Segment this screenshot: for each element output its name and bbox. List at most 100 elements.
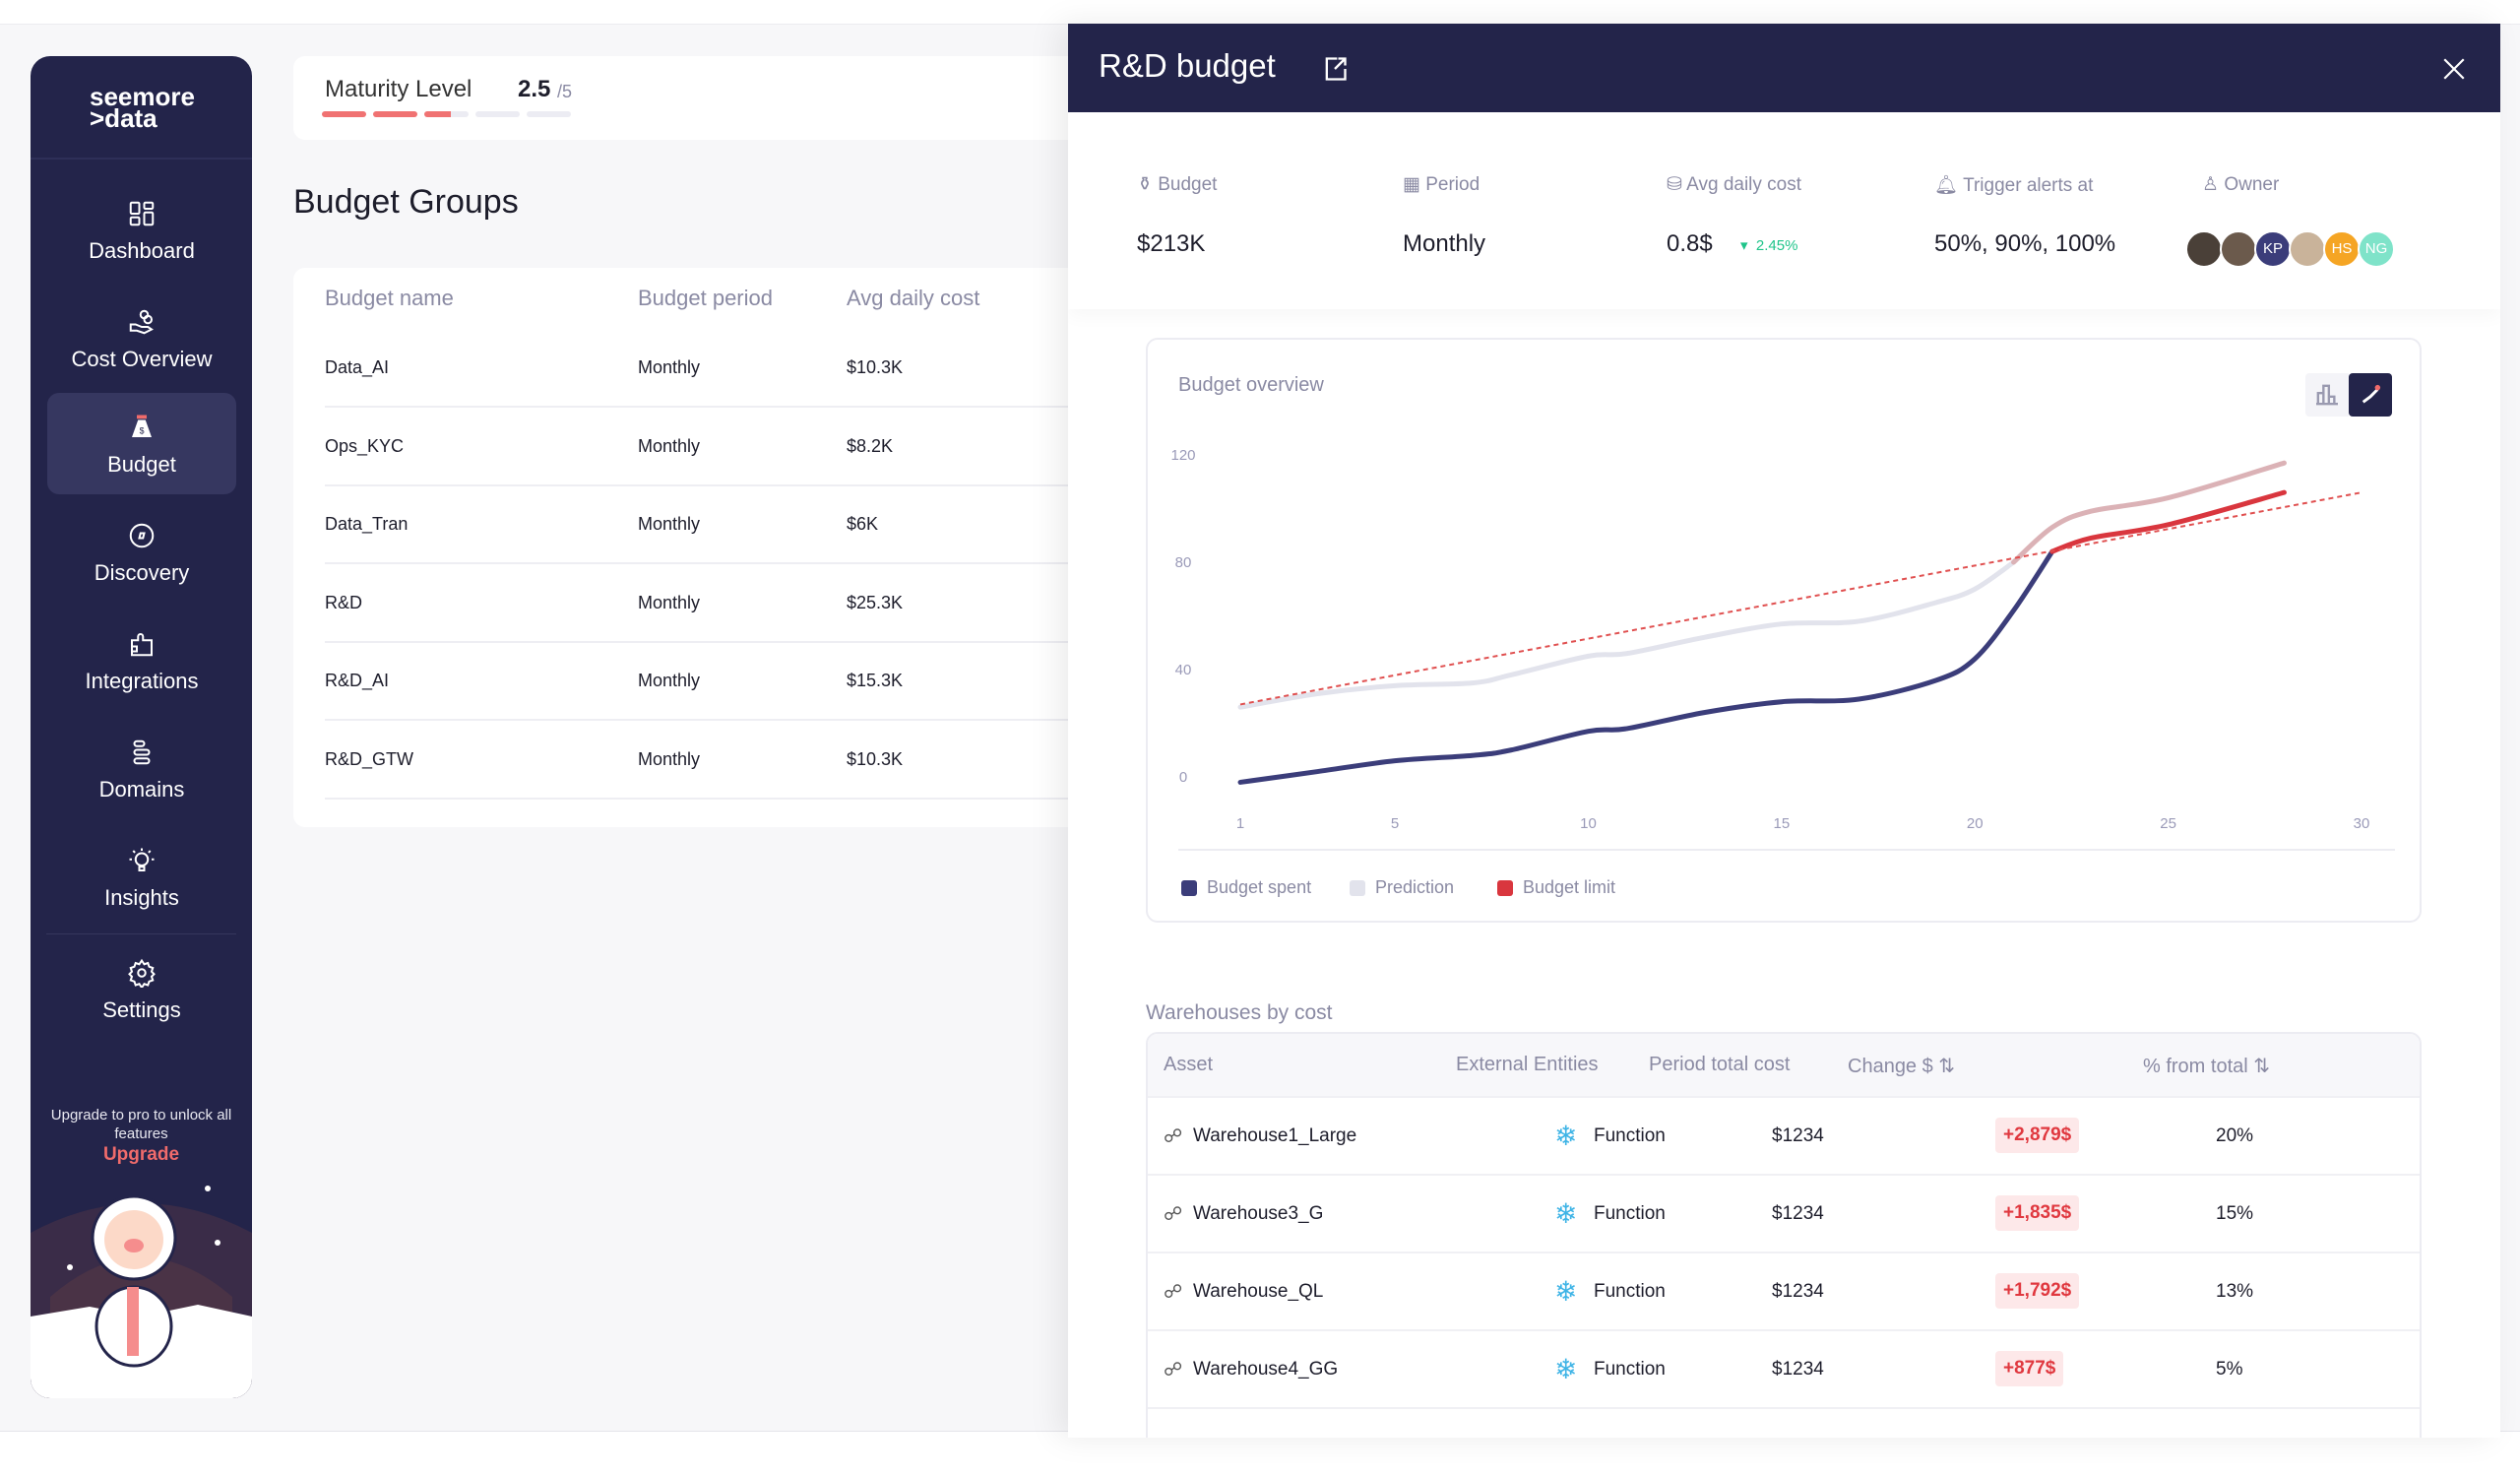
table-row[interactable]: ☍ Warehouse3_G ❄ Function $1234 +1,835$ …: [1148, 1174, 2420, 1252]
percent-from-total: 5%: [2216, 1359, 2243, 1380]
budget-period-cell: Monthly: [638, 592, 701, 612]
x-tick-label: 20: [1967, 815, 1984, 832]
prediction-line: [1237, 559, 2017, 710]
owner-avatar[interactable]: [2289, 230, 2326, 268]
money-bag-icon: $: [132, 415, 152, 437]
column-header-budget-name[interactable]: Budget name: [325, 286, 454, 310]
table-row[interactable]: ☍ Warehouse4_GG ❄ Function $1234 +877$ 5…: [1148, 1329, 2420, 1407]
row-divider: [325, 797, 1068, 800]
sidebar-item-label: Domains: [98, 777, 185, 802]
bar-chart-toggle[interactable]: [2305, 373, 2349, 417]
column-header-external-entities[interactable]: External Entities: [1456, 1054, 1599, 1075]
line-chart-icon: [2362, 384, 2381, 404]
column-header-budget-period[interactable]: Budget period: [638, 286, 773, 310]
y-tick-label: 80: [1175, 554, 1192, 571]
table-row[interactable]: ☍ Warehouse1_Large ❄ Function $1234 +2,8…: [1148, 1096, 2420, 1174]
legend-swatch-prediction: [1350, 880, 1365, 896]
column-header-asset[interactable]: Asset: [1164, 1054, 1214, 1075]
avg-change: ▾ 2.45%: [1740, 237, 1798, 254]
close-icon[interactable]: [2441, 56, 2467, 82]
gear-icon: [128, 958, 156, 988]
maturity-card: Maturity Level 2.5 /5: [293, 56, 1081, 140]
period-total-cost: $1234: [1772, 1203, 1824, 1224]
owner-avatar[interactable]: NG: [2358, 230, 2395, 268]
table-row[interactable]: ☍ Warehouse_QL ❄ Function $1234 +1,792$ …: [1148, 1252, 2420, 1329]
sidebar-item-settings[interactable]: Settings: [47, 938, 236, 1040]
snowflake-icon: ❄: [1554, 1276, 1578, 1307]
period-total-cost: $1234: [1772, 1125, 1824, 1146]
y-tick-label: 0: [1179, 769, 1187, 786]
compass-icon: [129, 523, 155, 548]
puzzle-icon: [131, 633, 153, 657]
sidebar-item-budget[interactable]: $ Budget: [47, 393, 236, 494]
y-tick-label: 120: [1170, 447, 1195, 464]
maturity-segment-empty: [475, 111, 520, 117]
sidebar-item-label: Budget: [107, 452, 176, 477]
asset-name[interactable]: Warehouse1_Large: [1193, 1125, 1357, 1146]
budget-period-cell: Monthly: [638, 514, 701, 534]
logo[interactable]: seemore >data: [31, 56, 252, 160]
link-icon: ☍: [1164, 1360, 1183, 1381]
avg-daily-cost-cell: $6K: [847, 514, 879, 534]
period-label: Period: [1425, 174, 1480, 195]
budget-name-cell[interactable]: R&D_AI: [325, 671, 390, 690]
budget-period-cell: Monthly: [638, 671, 701, 690]
owner-avatar[interactable]: HS: [2323, 230, 2361, 268]
sidebar-item-integrations[interactable]: Integrations: [47, 610, 236, 711]
column-header-period-total-cost[interactable]: Period total cost: [1649, 1054, 1791, 1075]
budget-name-cell[interactable]: Data_AI: [325, 357, 390, 377]
avg-daily-cost-cell: $10.3K: [847, 357, 904, 377]
percent-from-total: 15%: [2216, 1203, 2254, 1224]
asset-name[interactable]: Warehouse3_G: [1193, 1203, 1324, 1224]
sidebar-item-domains[interactable]: Domains: [47, 718, 236, 819]
legend-budget-limit[interactable]: Budget limit: [1523, 877, 1616, 897]
avg-daily-cost-cell: $25.3K: [847, 592, 904, 612]
sidebar: seemore >data Dashboard Cost Overview $ Bu…: [31, 56, 252, 1398]
asset-name[interactable]: Warehouse4_GG: [1193, 1359, 1339, 1380]
budget-label: Budget: [1158, 174, 1218, 195]
sidebar-item-cost-overview[interactable]: Cost Overview: [47, 288, 236, 389]
owner-label-text: Owner: [2224, 174, 2280, 195]
budget-stat-value: $213K: [1137, 230, 1206, 257]
owner-avatar[interactable]: KP: [2254, 230, 2292, 268]
sidebar-item-dashboard[interactable]: Dashboard: [47, 179, 236, 281]
warehouses-title: Warehouses by cost: [1146, 1001, 1333, 1024]
sidebar-item-label: Cost Overview: [71, 347, 213, 371]
sidebar-item-insights[interactable]: Insights: [47, 826, 236, 928]
percent-from-total: 20%: [2216, 1125, 2254, 1146]
legend-budget-spent[interactable]: Budget spent: [1207, 877, 1312, 897]
column-header-avg-daily-cost[interactable]: Avg daily cost: [847, 286, 980, 310]
lightbulb-icon: [129, 848, 155, 871]
owner-avatar[interactable]: [2220, 230, 2257, 268]
row-divider: [325, 640, 1068, 643]
budget-name-cell[interactable]: R&D: [325, 592, 363, 612]
column-header-change[interactable]: Change $ ⇅: [1848, 1056, 1956, 1077]
legend-prediction[interactable]: Prediction: [1375, 877, 1455, 897]
budget-name-cell[interactable]: R&D_GTW: [325, 748, 413, 769]
x-tick-label: 30: [2354, 815, 2370, 832]
budget-name-cell[interactable]: Ops_KYC: [325, 435, 405, 456]
layers-icon: [133, 739, 151, 765]
x-tick-label: 25: [2160, 815, 2176, 832]
upgrade-link[interactable]: Upgrade: [102, 1144, 180, 1165]
table-header: [1148, 1034, 2420, 1096]
owner-avatar[interactable]: [2185, 230, 2223, 268]
row-divider: [325, 719, 1068, 721]
line-chart-toggle[interactable]: [2349, 373, 2392, 417]
sidebar-item-discovery[interactable]: Discovery: [47, 501, 236, 603]
owner-label: ♙ Owner: [2202, 174, 2280, 195]
avatar-initials: HS: [2331, 240, 2353, 257]
external-entity: Function: [1594, 1281, 1666, 1302]
budget-overview-card: Budget overview 0 40 80 120 1 5 10 15 20 25 30 Bud…: [1146, 338, 2422, 923]
change-badge: +1,792$: [1995, 1273, 2080, 1309]
column-header-percent-from-total[interactable]: % from total ⇅: [2143, 1056, 2271, 1077]
snowflake-icon: ❄: [1554, 1198, 1578, 1229]
percent-from-total: 13%: [2216, 1281, 2254, 1302]
row-divider: [325, 406, 1068, 408]
asset-name[interactable]: Warehouse_QL: [1193, 1281, 1324, 1302]
budget-name-cell[interactable]: Data_Tran: [325, 514, 409, 534]
sidebar-item-label: Integrations: [85, 669, 199, 693]
open-external-icon[interactable]: [1321, 55, 1349, 83]
stats-row: ⚱ Budget $213K ▦ Period Monthly ⛁ Avg da…: [1068, 112, 2500, 309]
table-row[interactable]: [1148, 1407, 2420, 1438]
